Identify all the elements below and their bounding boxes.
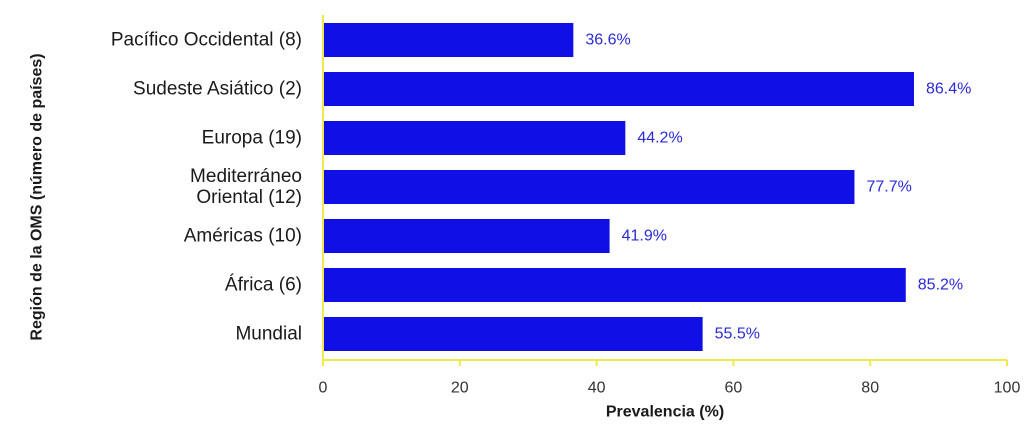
category-label: Mundial [235, 324, 302, 345]
y-axis-title: Región de la OMS (número de países) [29, 53, 46, 340]
value-label: 36.6% [585, 32, 630, 49]
value-label: 85.2% [918, 277, 963, 294]
category-label: Sudeste Asiático (2) [133, 79, 302, 100]
category-label: Pacífico Occidental (8) [111, 30, 302, 51]
category-label: Europa (19) [202, 128, 302, 149]
bar [323, 268, 906, 302]
bar [323, 72, 914, 106]
category-label: Oriental (12) [196, 187, 302, 208]
value-label: 44.2% [637, 130, 682, 147]
x-tick-label: 20 [451, 380, 469, 397]
value-labels: 36.6% 86.4% 44.2% 77.7% 41.9% 85.2% 55.5% [585, 32, 971, 343]
x-tick-label: 0 [319, 380, 328, 397]
value-label: 55.5% [715, 326, 760, 343]
x-axis-ticks: 0 20 40 60 80 100 [319, 360, 1021, 397]
x-tick-label: 100 [994, 380, 1021, 397]
category-label: África (6) [225, 275, 302, 296]
bar [323, 317, 703, 351]
bar [323, 219, 610, 253]
category-labels: Pacífico Occidental (8) Sudeste Asiático … [111, 30, 302, 345]
value-label: 86.4% [926, 81, 971, 98]
category-label: Mediterráneo [190, 166, 302, 187]
value-label: 77.7% [866, 179, 911, 196]
bar [323, 170, 855, 204]
bars-layer [323, 23, 914, 351]
bar [323, 121, 626, 155]
category-label: Américas (10) [184, 226, 302, 247]
x-tick-label: 40 [588, 380, 606, 397]
value-label: 41.9% [622, 228, 667, 245]
x-axis-title: Prevalencia (%) [606, 404, 724, 421]
x-tick-label: 80 [861, 380, 879, 397]
x-tick-label: 60 [725, 380, 743, 397]
bar [323, 23, 574, 57]
